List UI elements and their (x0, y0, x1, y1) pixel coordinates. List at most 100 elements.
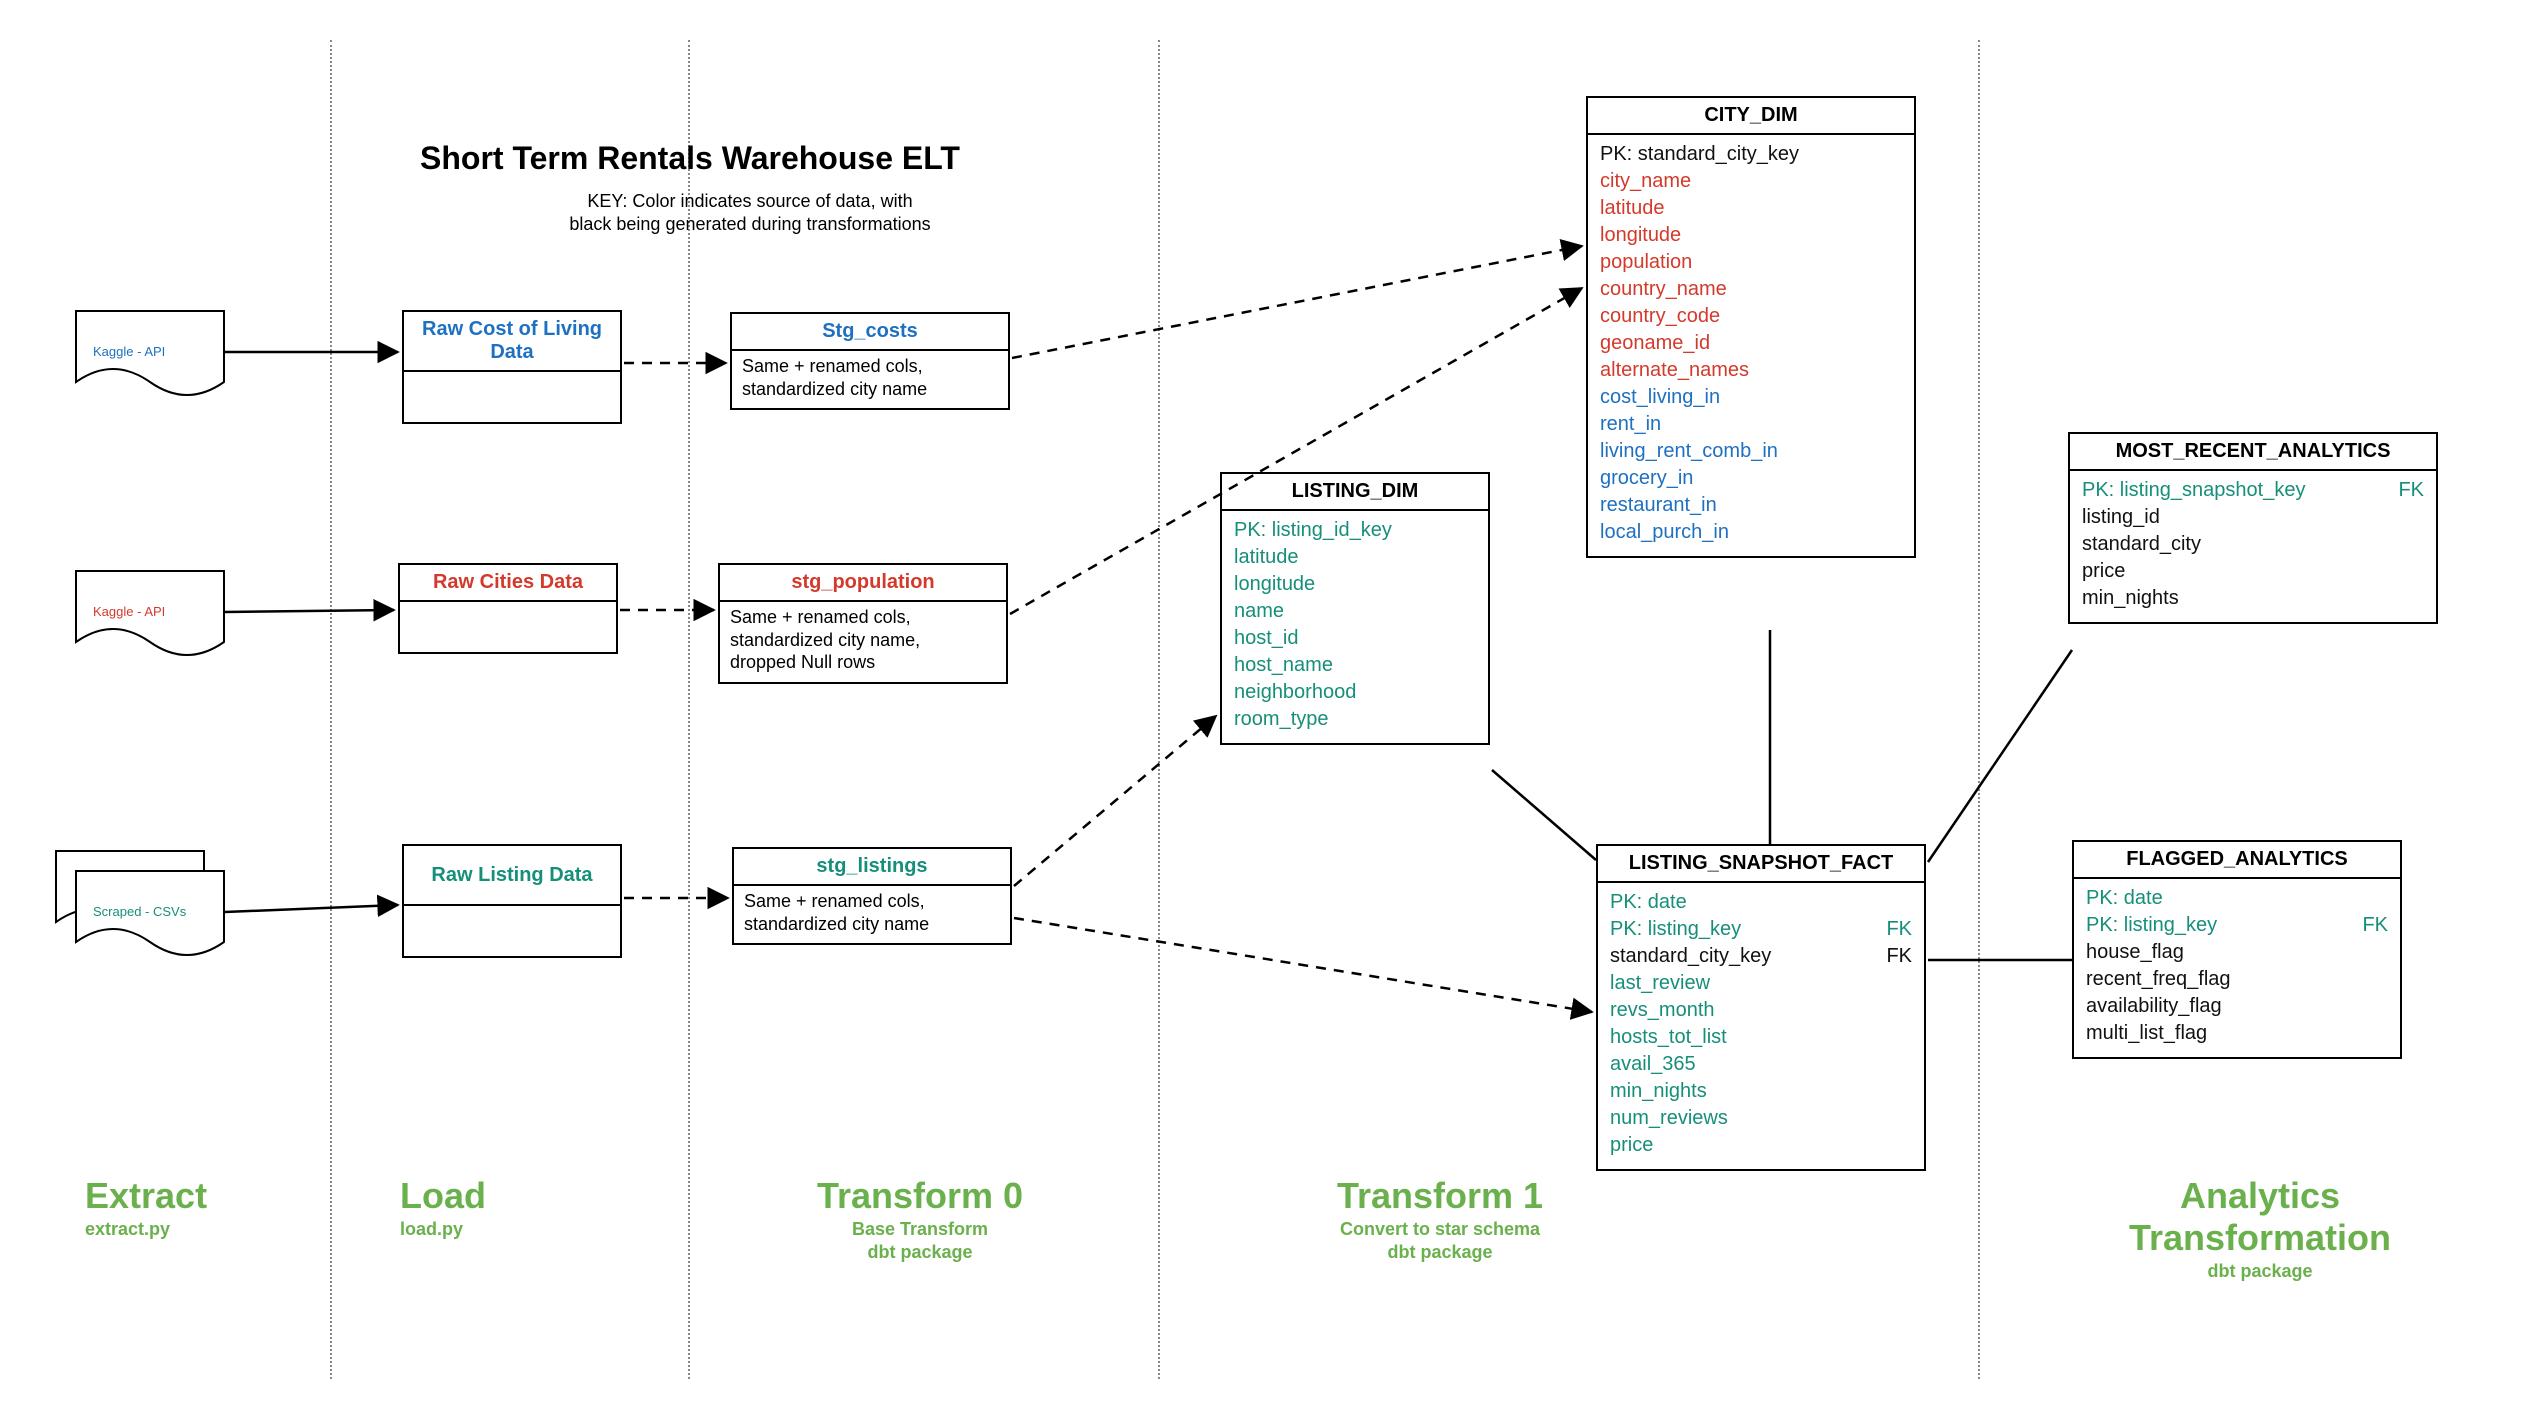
stage-t1-sub2: dbt package (1260, 1242, 1620, 1263)
key-subtitle: KEY: Color indicates source of data, wit… (515, 190, 985, 237)
main-title: Short Term Rentals Warehouse ELT (420, 140, 960, 177)
field: min_nights (1610, 1078, 1912, 1105)
raw-cities: Raw Cities Data (398, 563, 618, 654)
flagged-analytics: FLAGGED_ANALYTICS PK: datePK: listing_ke… (2072, 840, 2402, 1059)
stg-costs-title: Stg_costs (732, 314, 1008, 351)
field: host_id (1234, 625, 1476, 652)
analytics-top-title: MOST_RECENT_ANALYTICS (2070, 434, 2436, 471)
stage-analytics: Analytics Transformation dbt package (2060, 1175, 2460, 1282)
stg-listings-title: stg_listings (734, 849, 1010, 886)
field: longitude (1600, 222, 1902, 249)
field: availability_flag (2086, 993, 2388, 1020)
raw-listing-title: Raw Listing Data (404, 846, 620, 906)
source-kaggle-cities-label: Kaggle - API (93, 604, 165, 619)
listing-snapshot-fact: LISTING_SNAPSHOT_FACT PK: datePK: listin… (1596, 844, 1926, 1171)
stage-analytics-label1: Analytics (2060, 1175, 2460, 1217)
analytics-bot-body: PK: datePK: listing_keyFKhouse_flagrecen… (2074, 879, 2400, 1057)
stg-listings-note: Same + renamed cols, standardized city n… (734, 886, 1010, 943)
field: country_code (1600, 303, 1902, 330)
raw-cities-title: Raw Cities Data (400, 565, 616, 602)
source-scraped: Scraped - CSVs (55, 850, 235, 970)
stage-t1-label: Transform 1 (1260, 1175, 1620, 1217)
field: standard_city (2082, 531, 2424, 558)
field: alternate_names (1600, 357, 1902, 384)
stage-t0: Transform 0 Base Transform dbt package (750, 1175, 1090, 1263)
field: price (1610, 1132, 1912, 1159)
field: country_name (1600, 276, 1902, 303)
subtitle-line1: KEY: Color indicates source of data, wit… (587, 191, 912, 211)
analytics-top-body: PK: listing_snapshot_keyFKlisting_idstan… (2070, 471, 2436, 622)
source-scraped-label: Scraped - CSVs (93, 904, 186, 919)
field: grocery_in (1600, 465, 1902, 492)
field: latitude (1600, 195, 1902, 222)
stage-t0-sub2: dbt package (750, 1242, 1090, 1263)
field: longitude (1234, 571, 1476, 598)
stage-t1: Transform 1 Convert to star schema dbt p… (1260, 1175, 1620, 1263)
stg-population-title: stg_population (720, 565, 1006, 602)
field: PK: listing_keyFK (2086, 912, 2388, 939)
fk-marker: FK (2362, 912, 2388, 939)
stage-extract-label: Extract (85, 1175, 207, 1217)
field: population (1600, 249, 1902, 276)
subtitle-line2: black being generated during transformat… (569, 214, 930, 234)
field: PK: listing_id_key (1234, 517, 1476, 544)
stg-listings: stg_listings Same + renamed cols, standa… (732, 847, 1012, 945)
field: PK: date (1610, 889, 1912, 916)
stg-pop-note1: Same + renamed cols, (730, 607, 911, 627)
field: room_type (1234, 706, 1476, 733)
field: latitude (1234, 544, 1476, 571)
listing-dim-body: PK: listing_id_keylatitudelongitudenameh… (1222, 511, 1488, 743)
field: rent_in (1600, 411, 1902, 438)
raw-costs-title: Raw Cost of Living Data (404, 312, 620, 372)
field: listing_id (2082, 504, 2424, 531)
stage-t0-sub1: Base Transform (750, 1219, 1090, 1240)
separator-3 (1158, 40, 1160, 1379)
source-kaggle-costs-label: Kaggle - API (93, 344, 165, 359)
field: price (2082, 558, 2424, 585)
stg-pop-note3: dropped Null rows (730, 652, 875, 672)
field: multi_list_flag (2086, 1020, 2388, 1047)
field: geoname_id (1600, 330, 1902, 357)
stg-costs-note: Same + renamed cols, standardized city n… (732, 351, 1008, 408)
raw-listing: Raw Listing Data (402, 844, 622, 958)
stg-listings-note2: standardized city name (744, 914, 929, 934)
separator-4 (1978, 40, 1980, 1379)
stage-t1-sub1: Convert to star schema (1260, 1219, 1620, 1240)
fact-body: PK: datePK: listing_keyFKstandard_city_k… (1598, 883, 1924, 1169)
city-dim-body: PK: standard_city_keycity_namelatitudelo… (1588, 135, 1914, 556)
field: house_flag (2086, 939, 2388, 966)
field: standard_city_keyFK (1610, 943, 1912, 970)
stage-analytics-label2: Transformation (2060, 1217, 2460, 1259)
raw-costs: Raw Cost of Living Data (402, 310, 622, 424)
field: city_name (1600, 168, 1902, 195)
fk-marker: FK (1886, 916, 1912, 943)
stage-extract: Extract extract.py (85, 1175, 207, 1240)
stage-t0-label: Transform 0 (750, 1175, 1090, 1217)
source-kaggle-costs: Kaggle - API (75, 310, 225, 402)
stg-population: stg_population Same + renamed cols, stan… (718, 563, 1008, 684)
listing-dim: LISTING_DIM PK: listing_id_keylatitudelo… (1220, 472, 1490, 745)
diagram-canvas: Short Term Rentals Warehouse ELT KEY: Co… (0, 0, 2540, 1419)
field: recent_freq_flag (2086, 966, 2388, 993)
field: PK: date (2086, 885, 2388, 912)
fk-marker: FK (2398, 477, 2424, 504)
field: living_rent_comb_in (1600, 438, 1902, 465)
stage-load-sub: load.py (400, 1219, 486, 1240)
fact-title: LISTING_SNAPSHOT_FACT (1598, 846, 1924, 883)
stg-listings-note1: Same + renamed cols, (744, 891, 925, 911)
field: name (1234, 598, 1476, 625)
most-recent-analytics: MOST_RECENT_ANALYTICS PK: listing_snapsh… (2068, 432, 2438, 624)
separator-1 (330, 40, 332, 1379)
field: neighborhood (1234, 679, 1476, 706)
listing-dim-title: LISTING_DIM (1222, 474, 1488, 511)
field: last_review (1610, 970, 1912, 997)
field: PK: listing_keyFK (1610, 916, 1912, 943)
stg-costs-note1: Same + renamed cols, (742, 356, 923, 376)
field: PK: standard_city_key (1600, 141, 1902, 168)
separator-2 (688, 40, 690, 1379)
field: local_purch_in (1600, 519, 1902, 546)
field: min_nights (2082, 585, 2424, 612)
fk-marker: FK (1886, 943, 1912, 970)
field: num_reviews (1610, 1105, 1912, 1132)
field: hosts_tot_list (1610, 1024, 1912, 1051)
